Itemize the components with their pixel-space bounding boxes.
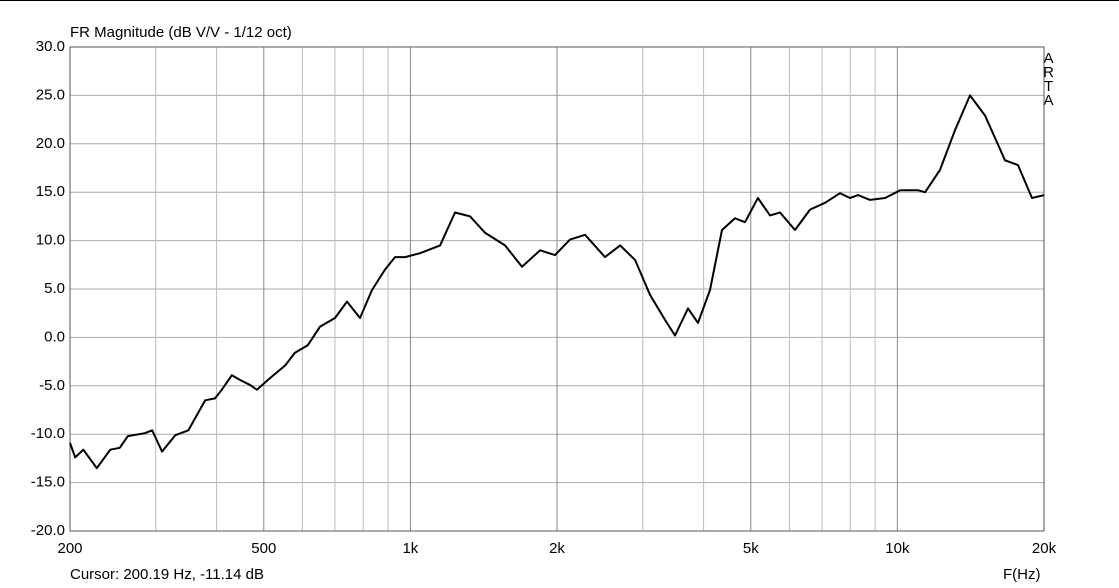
- cursor-readout: Cursor: 200.19 Hz, -11.14 dB: [70, 566, 264, 583]
- y-tick-label: 25.0: [36, 86, 65, 103]
- y-tick-label: 5.0: [44, 280, 65, 297]
- x-axis-label: F(Hz): [1003, 566, 1041, 583]
- y-tick-label: 20.0: [36, 135, 65, 152]
- watermark: ARTA: [1040, 50, 1057, 106]
- chart-title: FR Magnitude (dB V/V - 1/12 oct): [70, 24, 292, 41]
- plot-frame: [69, 46, 1045, 532]
- y-tick-label: 10.0: [36, 232, 65, 249]
- y-tick-label: 15.0: [36, 183, 65, 200]
- y-tick-label: 30.0: [36, 38, 65, 55]
- x-tick-label: 200: [57, 540, 82, 557]
- x-tick-label: 1k: [402, 540, 418, 557]
- x-tick-label: 20k: [1032, 540, 1057, 557]
- x-tick-label: 5k: [743, 540, 759, 557]
- y-tick-label: -15.0: [31, 474, 65, 491]
- x-tick-label: 2k: [549, 540, 565, 557]
- y-tick-label: -20.0: [31, 522, 65, 539]
- y-tick-label: -5.0: [39, 377, 65, 394]
- y-tick-label: -10.0: [31, 425, 65, 442]
- y-tick-label: 0.0: [44, 328, 65, 345]
- response-line: [69, 94, 1045, 470]
- x-tick-label: 500: [251, 540, 276, 557]
- x-tick-label: 10k: [885, 540, 910, 557]
